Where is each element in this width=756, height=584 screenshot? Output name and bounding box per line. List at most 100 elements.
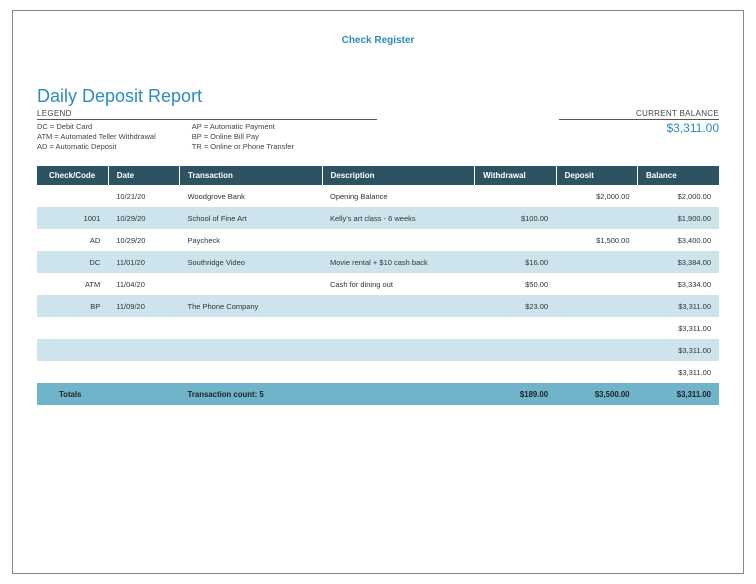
table-row: ATM11/04/20 Cash for dining out$50.00 $3,3…	[37, 273, 719, 295]
cell-balance: $3,311.00	[638, 361, 719, 383]
cell-transaction: The Phone Company	[180, 295, 323, 317]
cell-description: Movie rental + $10 cash back	[322, 251, 475, 273]
cell-transaction	[180, 339, 323, 361]
cell-description: Cash for dining out	[322, 273, 475, 295]
cell-transaction	[180, 361, 323, 383]
col-header-check: Check/Code	[37, 166, 108, 185]
col-header-deposit: Deposit	[556, 166, 637, 185]
cell-withdrawal	[475, 339, 556, 361]
totals-transaction-count: Transaction count: 5	[180, 383, 323, 405]
cell-balance: $3,311.00	[638, 339, 719, 361]
cell-withdrawal: $50.00	[475, 273, 556, 295]
cell-deposit	[556, 251, 637, 273]
cell-check: DC	[37, 251, 108, 273]
cell-date: 10/21/20	[108, 185, 179, 207]
cell-date	[108, 317, 179, 339]
cell-description: Opening Balance	[322, 185, 475, 207]
register-table: Check/Code Date Transaction Description …	[37, 166, 719, 405]
table-row: DC11/01/20Southridge VideoMovie rental +…	[37, 251, 719, 273]
legend-item: ATM = Automated Teller Withdrawal	[37, 132, 156, 142]
cell-check: ATM	[37, 273, 108, 295]
legend-column-2: AP = Automatic Payment BP = Online Bill …	[192, 122, 294, 152]
legend-item: AP = Automatic Payment	[192, 122, 294, 132]
cell-deposit: $2,000.00	[556, 185, 637, 207]
cell-balance: $3,384.00	[638, 251, 719, 273]
totals-balance: $3,311.00	[638, 383, 719, 405]
cell-balance: $2,000.00	[638, 185, 719, 207]
cell-deposit	[556, 295, 637, 317]
table-row: AD10/29/20Paycheck $1,500.00$3,400.00	[37, 229, 719, 251]
cell-check	[37, 317, 108, 339]
cell-withdrawal	[475, 229, 556, 251]
cell-check: 1001	[37, 207, 108, 229]
check-register-link[interactable]: Check Register	[37, 35, 719, 46]
legend-item: DC = Debit Card	[37, 122, 156, 132]
legend-block: LEGEND DC = Debit Card ATM = Automated T…	[37, 109, 377, 152]
cell-description	[322, 317, 475, 339]
legend-item: TR = Online or Phone Transfer	[192, 142, 294, 152]
cell-date: 11/01/20	[108, 251, 179, 273]
cell-date: 10/29/20	[108, 229, 179, 251]
cell-date: 11/04/20	[108, 273, 179, 295]
cell-deposit	[556, 339, 637, 361]
cell-transaction: School of Fine Art	[180, 207, 323, 229]
table-header-row: Check/Code Date Transaction Description …	[37, 166, 719, 185]
cell-check	[37, 185, 108, 207]
cell-date: 11/09/20	[108, 295, 179, 317]
cell-transaction	[180, 273, 323, 295]
cell-description	[322, 229, 475, 251]
totals-label: Totals	[37, 383, 108, 405]
cell-balance: $1,900.00	[638, 207, 719, 229]
cell-balance: $3,311.00	[638, 317, 719, 339]
cell-description	[322, 295, 475, 317]
cell-check: BP	[37, 295, 108, 317]
legend-item: AD = Automatic Deposit	[37, 142, 156, 152]
cell-date	[108, 361, 179, 383]
cell-balance: $3,311.00	[638, 295, 719, 317]
table-row: 100110/29/20School of Fine ArtKelly's ar…	[37, 207, 719, 229]
legend-item: BP = Online Bill Pay	[192, 132, 294, 142]
cell-withdrawal	[475, 361, 556, 383]
cell-deposit	[556, 273, 637, 295]
cell-description	[322, 339, 475, 361]
legend-and-balance: LEGEND DC = Debit Card ATM = Automated T…	[37, 109, 719, 152]
cell-transaction	[180, 317, 323, 339]
totals-deposit: $3,500.00	[556, 383, 637, 405]
cell-deposit: $1,500.00	[556, 229, 637, 251]
cell-transaction: Paycheck	[180, 229, 323, 251]
cell-withdrawal: $100.00	[475, 207, 556, 229]
current-balance-block: CURRENT BALANCE $3,311.00	[559, 109, 719, 135]
legend-heading: LEGEND	[37, 109, 377, 120]
cell-transaction: Woodgrove Bank	[180, 185, 323, 207]
cell-check: AD	[37, 229, 108, 251]
cell-transaction: Southridge Video	[180, 251, 323, 273]
report-title: Daily Deposit Report	[37, 86, 719, 107]
table-row: $3,311.00	[37, 317, 719, 339]
cell-check	[37, 361, 108, 383]
cell-withdrawal	[475, 185, 556, 207]
current-balance-value: $3,311.00	[559, 121, 719, 135]
cell-deposit	[556, 361, 637, 383]
page-frame: Check Register Daily Deposit Report LEGE…	[12, 10, 744, 574]
col-header-description: Description	[322, 166, 475, 185]
table-row: $3,311.00	[37, 339, 719, 361]
col-header-balance: Balance	[638, 166, 719, 185]
current-balance-label: CURRENT BALANCE	[559, 109, 719, 120]
cell-withdrawal: $16.00	[475, 251, 556, 273]
cell-balance: $3,400.00	[638, 229, 719, 251]
totals-withdrawal: $189.00	[475, 383, 556, 405]
table-row: BP11/09/20The Phone Company$23.00$3,311.…	[37, 295, 719, 317]
cell-date	[108, 339, 179, 361]
cell-balance: $3,334.00	[638, 273, 719, 295]
col-header-date: Date	[108, 166, 179, 185]
legend-column-1: DC = Debit Card ATM = Automated Teller W…	[37, 122, 156, 152]
table-row: $3,311.00	[37, 361, 719, 383]
cell-check	[37, 339, 108, 361]
cell-description	[322, 361, 475, 383]
totals-row: Totals Transaction count: 5 $189.00 $3,5…	[37, 383, 719, 405]
cell-description: Kelly's art class - 6 weeks	[322, 207, 475, 229]
table-row: 10/21/20Woodgrove BankOpening Balance $2,…	[37, 185, 719, 207]
cell-withdrawal	[475, 317, 556, 339]
cell-date: 10/29/20	[108, 207, 179, 229]
cell-deposit	[556, 207, 637, 229]
